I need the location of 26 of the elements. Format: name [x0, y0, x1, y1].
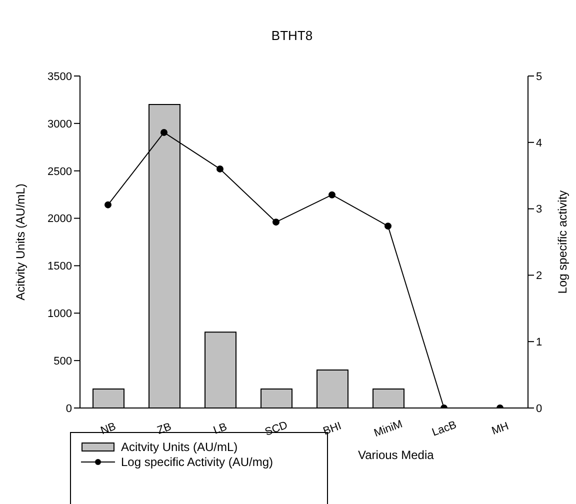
y2-tick-label: 4 [536, 137, 542, 150]
y-axis-title: Acitvity Units (AU/mL) [13, 184, 28, 300]
x-tick-label: BHI [322, 420, 344, 438]
x-tick-label: NB [99, 420, 118, 438]
y2-tick-label: 2 [536, 270, 542, 282]
y2-tick-label: 5 [536, 70, 542, 83]
y2-tick-label: 3 [536, 204, 542, 216]
x-tick-label: LacB [430, 419, 458, 439]
x-tick-label: MH [490, 420, 510, 438]
y2-axis-title: Log specific activity [555, 190, 570, 294]
x-axis-title: Various Media [358, 448, 434, 462]
legend-label: Acitvity Units (AU/mL) [121, 440, 238, 454]
y-tick-label: 0 [66, 402, 72, 415]
y2-tick-label: 1 [536, 336, 542, 349]
y-tick-label: 1000 [48, 308, 72, 320]
y-tick-label: 2500 [48, 166, 72, 178]
x-tick-label: MiniM [372, 418, 404, 440]
y2-tick-label: 0 [536, 402, 542, 415]
y-tick-label: 1500 [48, 260, 72, 273]
y-tick-label: 500 [54, 355, 72, 368]
y-tick-label: 3000 [48, 118, 72, 130]
y-tick-label: 2000 [48, 213, 72, 226]
x-tick-label: SCD [263, 419, 290, 439]
y-tick-label: 3500 [48, 70, 72, 83]
chart-title: BTHT8 [270, 28, 314, 43]
legend-label: Log specific Activity (AU/mg) [121, 454, 274, 468]
